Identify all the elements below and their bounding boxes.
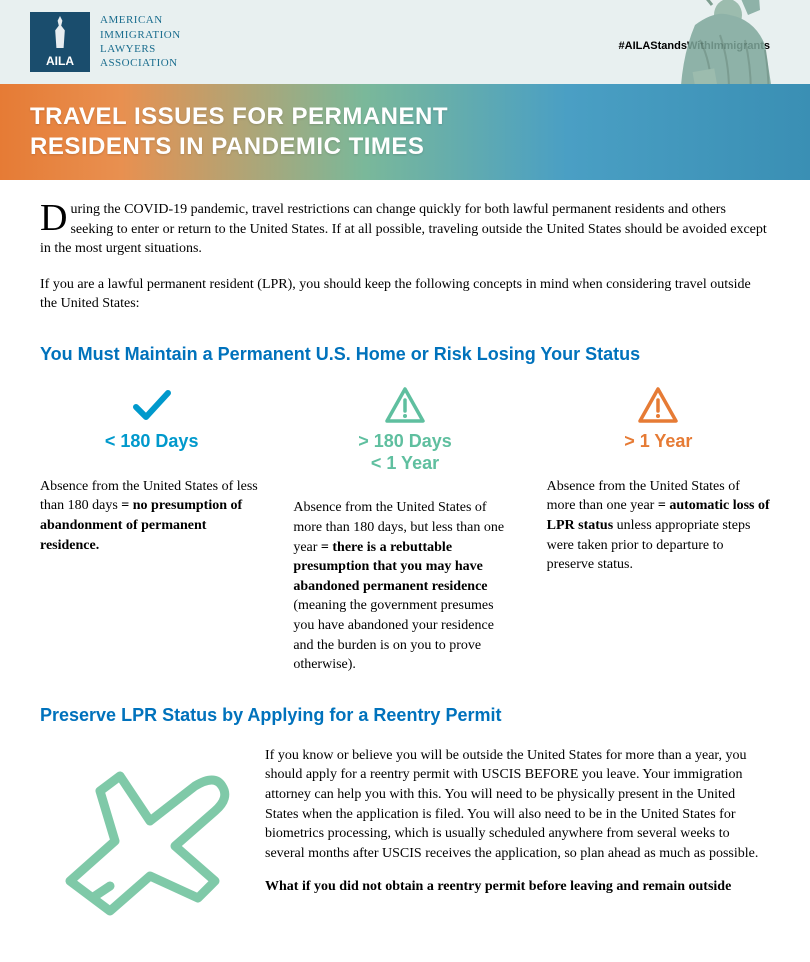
reentry-text: If you know or believe you will be outsi… — [265, 746, 770, 923]
logo-block: AILA AMERICAN IMMIGRATION LAWYERS ASSOCI… — [30, 12, 181, 72]
org-line: AMERICAN — [100, 13, 181, 27]
column-under-180: < 180 Days Absence from the United State… — [40, 385, 263, 675]
intro-paragraph-2: If you are a lawful permanent resident (… — [40, 275, 770, 314]
dropcap: D — [40, 200, 70, 233]
org-name: AMERICAN IMMIGRATION LAWYERS ASSOCIATION — [100, 13, 181, 70]
logo-abbrev: AILA — [30, 54, 90, 68]
intro-paragraph-1: During the COVID-19 pandemic, travel res… — [40, 200, 770, 259]
column-180-to-1yr: > 180 Days < 1 Year Absence from the Uni… — [293, 385, 516, 675]
column-label: > 1 Year — [547, 431, 770, 453]
reentry-para-1: If you know or believe you will be outsi… — [265, 746, 770, 864]
page-title: TRAVEL ISSUES FOR PERMANENT RESIDENTS IN… — [30, 102, 590, 162]
reentry-para-2: What if you did not obtain a reentry per… — [265, 877, 770, 897]
column-label: < 180 Days — [40, 431, 263, 453]
title-banner: TRAVEL ISSUES FOR PERMANENT RESIDENTS IN… — [0, 84, 810, 180]
document-body: During the COVID-19 pandemic, travel res… — [0, 180, 810, 962]
checkmark-icon — [40, 385, 263, 425]
aila-logo: AILA — [30, 12, 90, 72]
hashtag: #AILAStandsWithImmigrants — [619, 40, 770, 52]
airplane-icon — [40, 746, 240, 923]
org-line: IMMIGRATION — [100, 28, 181, 42]
section-heading-maintain-home: You Must Maintain a Permanent U.S. Home … — [40, 342, 770, 367]
column-body: Absence from the United States of more t… — [293, 498, 516, 674]
org-line: ASSOCIATION — [100, 56, 181, 70]
column-label: > 180 Days < 1 Year — [293, 431, 516, 474]
warning-icon — [547, 385, 770, 425]
header-bar: AILA AMERICAN IMMIGRATION LAWYERS ASSOCI… — [0, 0, 810, 84]
column-over-1yr: > 1 Year Absence from the United States … — [547, 385, 770, 675]
reentry-row: If you know or believe you will be outsi… — [40, 746, 770, 923]
duration-columns: < 180 Days Absence from the United State… — [40, 385, 770, 675]
section-heading-reentry: Preserve LPR Status by Applying for a Re… — [40, 703, 770, 728]
column-body: Absence from the United States of less t… — [40, 477, 263, 555]
warning-icon — [293, 385, 516, 425]
column-body: Absence from the United States of more t… — [547, 477, 770, 575]
intro-text: uring the COVID-19 pandemic, travel rest… — [40, 202, 767, 256]
org-line: LAWYERS — [100, 42, 181, 56]
